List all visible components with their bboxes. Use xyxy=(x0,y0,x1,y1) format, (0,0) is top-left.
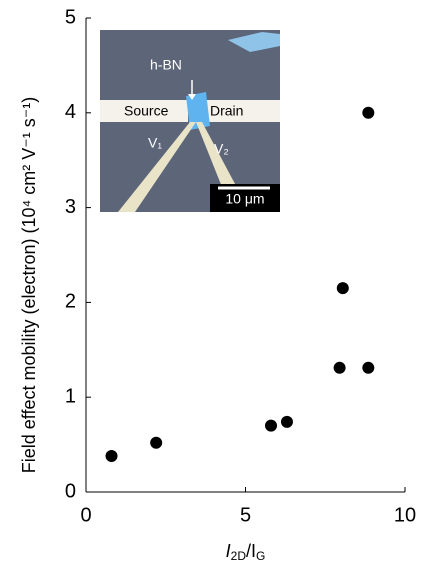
scale-label: 10 μm xyxy=(225,191,264,207)
y-axis-label: Field effect mobility (electron) (10⁴ cm… xyxy=(19,97,39,474)
point xyxy=(333,361,346,374)
electrode xyxy=(204,100,280,122)
y-tick-label: 5 xyxy=(65,6,76,28)
point xyxy=(280,415,293,428)
inset-label: h-BN xyxy=(150,57,182,73)
point xyxy=(150,436,163,449)
x-axis-label-part: G xyxy=(256,549,265,563)
lead xyxy=(118,122,196,212)
inset-label: V₁ xyxy=(148,135,162,151)
flake xyxy=(228,32,280,52)
x-tick-label: 5 xyxy=(240,504,251,526)
x-tick-label: 10 xyxy=(394,504,416,526)
electrode xyxy=(100,100,188,122)
point xyxy=(362,361,375,374)
y-tick-label: 4 xyxy=(65,101,76,123)
x-axis-label: I2D/IG xyxy=(226,541,266,563)
y-tick-label: 1 xyxy=(65,385,76,407)
flake xyxy=(186,92,210,130)
x-axis-label-part: 2D xyxy=(231,549,247,563)
y-tick-label: 2 xyxy=(65,291,76,313)
point xyxy=(265,419,278,432)
point xyxy=(336,282,349,295)
inset: h-BN Source Drain V₁ V₂ 10 μm xyxy=(100,30,280,212)
point xyxy=(105,449,118,462)
arrow-head xyxy=(188,94,196,100)
y-tick-label: 0 xyxy=(65,480,76,502)
inset-label: V₂ xyxy=(214,141,229,157)
inset-label: Source xyxy=(124,103,169,119)
inset-label: Drain xyxy=(210,103,243,119)
x-tick-label: 0 xyxy=(80,504,91,526)
y-tick-label: 3 xyxy=(65,196,76,218)
x-axis-label-part: /I xyxy=(246,541,256,561)
x-axis-label-part: I xyxy=(226,541,231,561)
point xyxy=(362,106,375,119)
